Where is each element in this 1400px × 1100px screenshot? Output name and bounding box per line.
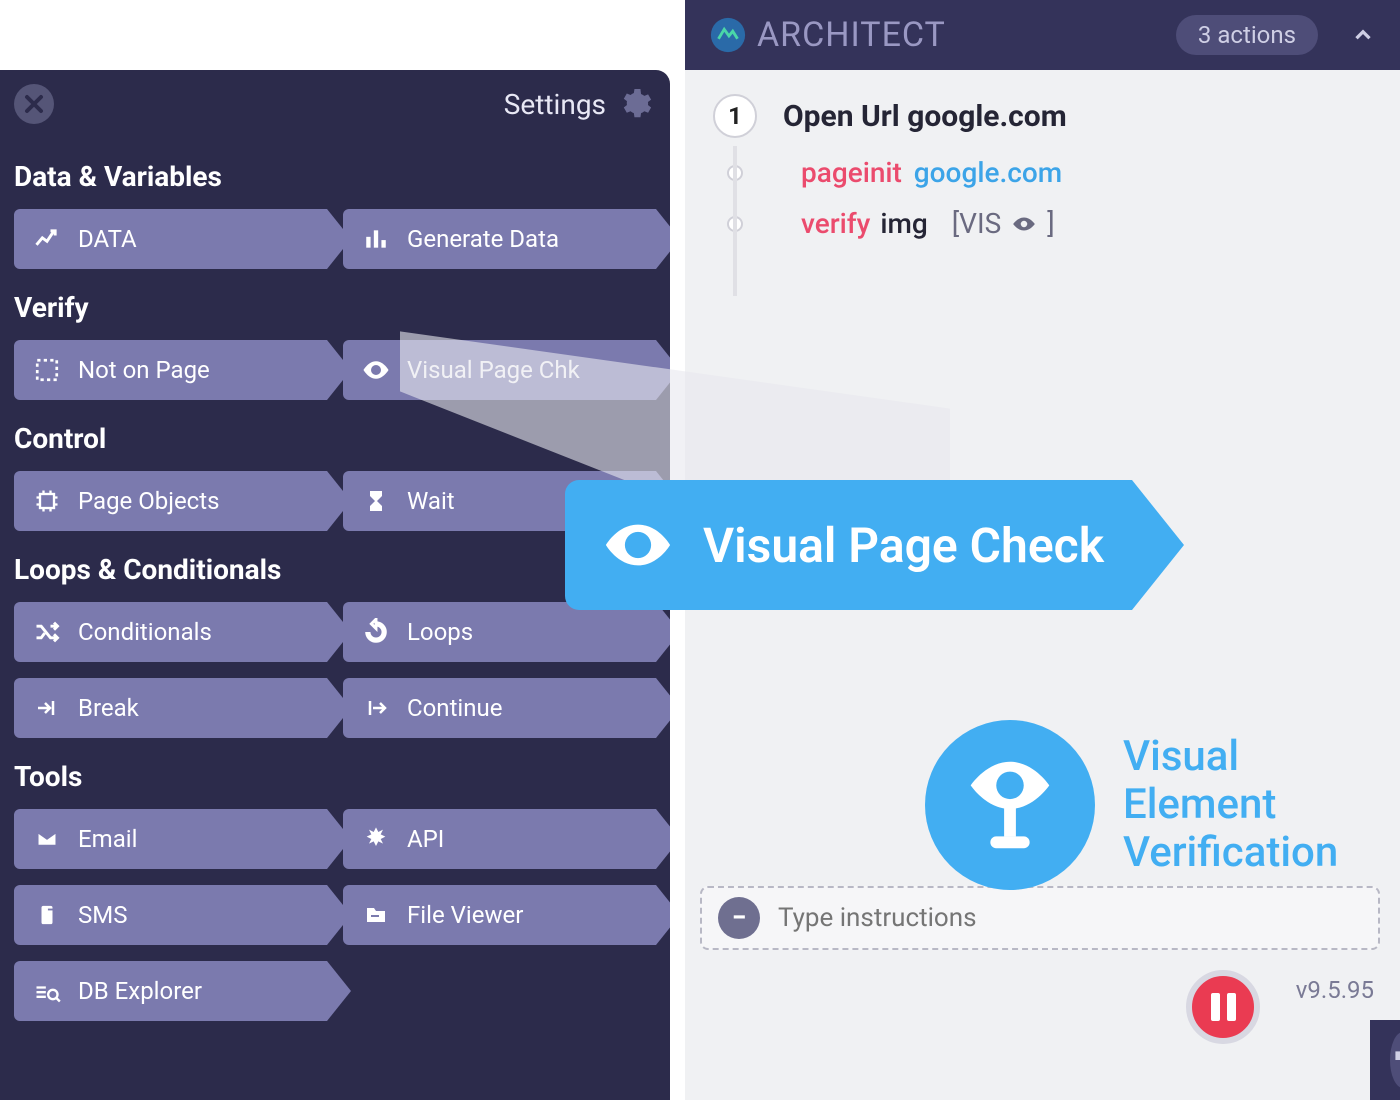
action-row-pageinit[interactable]: pageinit google.com <box>727 156 1372 189</box>
vis-tag-close: ] <box>1047 207 1054 240</box>
chip-data[interactable]: DATA <box>14 209 327 269</box>
drag-chip-visual-page-check[interactable]: Visual Page Check <box>565 480 1132 610</box>
chip-label: Wait <box>407 487 455 515</box>
dashed-box-icon <box>32 355 62 385</box>
settings-label: Settings <box>504 88 606 121</box>
action-row-verify[interactable]: verify img [VIS ] <box>727 207 1372 240</box>
chip-page-objects[interactable]: Page Objects <box>14 471 327 531</box>
argument: google.com <box>914 156 1062 189</box>
eye-pin-icon <box>960 750 1060 860</box>
section-title: Loops & Conditionals <box>14 553 656 586</box>
api-icon <box>361 824 391 854</box>
chip-label: Page Objects <box>78 487 219 515</box>
timeline-line <box>733 146 737 296</box>
instructions-input-row: − <box>700 886 1380 950</box>
chip-label: DATA <box>78 225 137 253</box>
callout-visual-element-verification: Visual Element Verification <box>925 720 1338 890</box>
section-title: Verify <box>14 291 656 324</box>
chip-file-viewer[interactable]: File Viewer <box>343 885 656 945</box>
drag-chip-label: Visual Page Check <box>703 517 1104 574</box>
gear-icon <box>616 86 652 122</box>
chip-label: File Viewer <box>407 901 523 929</box>
eye-icon <box>1011 211 1037 237</box>
collapse-button[interactable]: − <box>718 897 760 939</box>
step-text: Open Url google.com <box>783 99 1067 134</box>
chip-break[interactable]: Break <box>14 678 327 738</box>
chip-loops[interactable]: Loops <box>343 602 656 662</box>
chip-label: Loops <box>407 618 473 646</box>
chip-label: Not on Page <box>78 356 210 384</box>
settings-link[interactable]: Settings <box>504 86 652 122</box>
arrow-out-icon <box>361 693 391 723</box>
chip-label: Continue <box>407 694 502 722</box>
chip-api[interactable]: API <box>343 809 656 869</box>
chip-label: Email <box>78 825 137 853</box>
chip-conditionals[interactable]: Conditionals <box>14 602 327 662</box>
shuffle-icon <box>32 617 62 647</box>
chip-continue[interactable]: Continue <box>343 678 656 738</box>
hourglass-icon <box>361 486 391 516</box>
folder-icon <box>361 900 391 930</box>
callout-icon-circle <box>925 720 1095 890</box>
chevron-up-icon[interactable] <box>1350 22 1376 48</box>
pause-button[interactable] <box>1186 970 1260 1044</box>
architect-logo-icon <box>709 16 747 54</box>
argument: img <box>880 207 927 240</box>
pause-icon <box>1211 993 1236 1021</box>
close-button[interactable] <box>14 84 54 124</box>
instructions-input[interactable] <box>778 903 1362 933</box>
chip-email[interactable]: Email <box>14 809 327 869</box>
chip-label: DB Explorer <box>78 977 202 1005</box>
replay-icon <box>361 617 391 647</box>
actions-badge: 3 actions <box>1176 15 1318 55</box>
chip-label: Conditionals <box>78 618 212 646</box>
arrow-in-icon <box>32 693 62 723</box>
keyword: pageinit <box>801 156 902 189</box>
chip-label: Generate Data <box>407 225 559 253</box>
architect-title: ARCHITECT <box>757 15 946 55</box>
step-number: 1 <box>713 94 757 138</box>
chip-sms[interactable]: SMS <box>14 885 327 945</box>
chart-icon <box>32 224 62 254</box>
sidebar-header: Settings <box>0 70 670 132</box>
sidebar-body: Data & Variables DATA Generate Data Veri… <box>0 132 670 1100</box>
chip-db-explorer[interactable]: DB Explorer <box>14 961 327 1021</box>
bars-icon <box>361 224 391 254</box>
version-label: v9.5.95 <box>1296 976 1374 1004</box>
chip-icon <box>32 486 62 516</box>
architect-header: ARCHITECT 3 actions <box>685 0 1400 70</box>
step-row[interactable]: 1 Open Url google.com <box>713 94 1372 138</box>
chip-not-on-page[interactable]: Not on Page <box>14 340 327 400</box>
chip-label: SMS <box>78 901 127 929</box>
close-icon <box>24 94 44 114</box>
vis-tag-open: [VIS <box>952 207 1002 240</box>
footer-flag-button[interactable] <box>1390 1032 1400 1088</box>
callout-label: Visual Element Verification <box>1123 733 1338 878</box>
chip-label: Break <box>78 694 139 722</box>
eye-icon <box>361 355 391 385</box>
chip-label: API <box>407 825 444 853</box>
section-title: Tools <box>14 760 656 793</box>
keyword: verify <box>801 207 870 240</box>
architect-footer: {x} Save <box>1370 1020 1400 1100</box>
db-icon <box>32 976 62 1006</box>
chip-generate-data[interactable]: Generate Data <box>343 209 656 269</box>
eye-icon <box>603 510 673 580</box>
section-title: Data & Variables <box>14 160 656 193</box>
phone-icon <box>32 900 62 930</box>
mail-icon <box>32 824 62 854</box>
